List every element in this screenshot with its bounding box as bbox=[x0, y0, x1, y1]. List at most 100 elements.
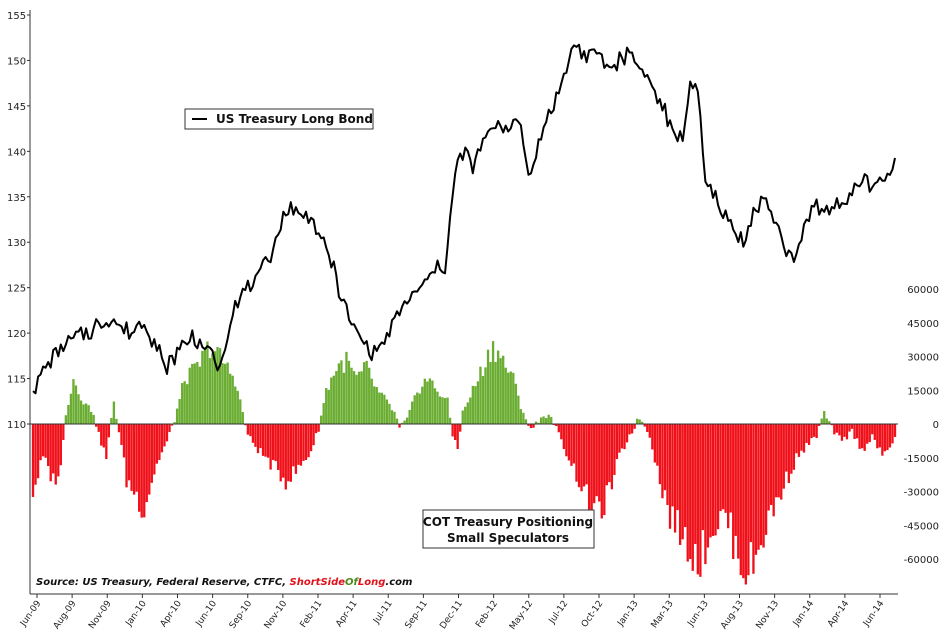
cot-annotation: COT Treasury Positioning Small Speculato… bbox=[422, 509, 595, 549]
cot-bar bbox=[110, 417, 113, 424]
x-tick-label: Apr-10 bbox=[159, 599, 184, 629]
cot-bar bbox=[496, 350, 500, 424]
cot-bar bbox=[436, 391, 439, 424]
cot-bar bbox=[320, 415, 323, 424]
cot-bar bbox=[431, 380, 434, 424]
cot-bar bbox=[623, 424, 626, 450]
cot-bar bbox=[368, 367, 371, 424]
cot-bar bbox=[41, 424, 45, 457]
cot-bar bbox=[378, 392, 381, 424]
cot-bar bbox=[49, 424, 52, 482]
cot-bar bbox=[820, 418, 823, 424]
cot-bar bbox=[279, 424, 282, 482]
x-tick-label: May-12 bbox=[508, 599, 535, 632]
cot-bar bbox=[383, 394, 386, 424]
source-brand-2: Of bbox=[345, 577, 360, 588]
cot-bar bbox=[289, 424, 292, 482]
cot-bar bbox=[716, 424, 720, 530]
cot-bar bbox=[229, 373, 232, 424]
cot-bar bbox=[785, 424, 788, 472]
cot-bar bbox=[466, 402, 469, 424]
cot-bar bbox=[848, 424, 851, 432]
cot-bar bbox=[143, 424, 146, 518]
cot-bar bbox=[840, 424, 844, 441]
cot-bar bbox=[764, 424, 768, 535]
cot-bar bbox=[489, 362, 492, 424]
cot-bar bbox=[646, 424, 649, 433]
cot-bar bbox=[191, 363, 194, 424]
cot-bar bbox=[221, 363, 224, 424]
cot-bar bbox=[727, 424, 730, 529]
cot-bar bbox=[416, 392, 419, 424]
cot-bar bbox=[100, 424, 103, 446]
left-tick-label: 145 bbox=[7, 102, 26, 113]
cot-bar bbox=[499, 358, 502, 424]
cot-bar bbox=[567, 424, 571, 461]
cot-bar bbox=[246, 424, 250, 435]
cot-bar bbox=[711, 424, 715, 536]
cot-bar bbox=[148, 424, 151, 495]
legend-label: US Treasury Long Bond bbox=[216, 112, 373, 126]
source-suffix: .com bbox=[385, 577, 412, 588]
cot-bar bbox=[342, 372, 346, 424]
x-tick-label: Oct-12 bbox=[580, 599, 606, 630]
cot-bar bbox=[666, 424, 669, 505]
cot-bar bbox=[362, 362, 366, 424]
cot-bar bbox=[231, 375, 234, 424]
cot-bar bbox=[795, 424, 798, 454]
x-tick-label: Apr-14 bbox=[826, 599, 851, 629]
cot-bar bbox=[155, 424, 159, 464]
cot-bar bbox=[618, 424, 621, 453]
cot-bar bbox=[625, 424, 629, 443]
cot-bar bbox=[186, 384, 189, 424]
cot-bar bbox=[175, 408, 179, 424]
cot-bar bbox=[545, 418, 548, 424]
source-note: Source: US Treasury, Federal Reserve, CT… bbox=[36, 577, 412, 588]
cot-bar bbox=[117, 424, 121, 433]
cot-bar bbox=[390, 410, 394, 424]
cot-bar bbox=[256, 424, 260, 454]
cot-bar bbox=[721, 424, 725, 510]
cot-bar bbox=[355, 374, 358, 424]
x-tick-label: Jul-11 bbox=[371, 599, 394, 626]
cot-bar bbox=[868, 424, 871, 443]
cot-bar bbox=[208, 358, 212, 424]
cot-bar bbox=[274, 424, 277, 462]
cot-bar bbox=[479, 366, 482, 424]
cot-bar bbox=[701, 424, 705, 531]
cot-bar bbox=[739, 424, 742, 576]
cot-bar bbox=[433, 388, 437, 424]
cot-bar bbox=[469, 397, 472, 424]
cot-bar bbox=[385, 399, 389, 424]
cot-bar bbox=[284, 424, 287, 490]
cot-bar bbox=[266, 424, 270, 458]
cot-bar bbox=[744, 424, 748, 585]
cot-bar bbox=[678, 424, 682, 545]
cot-bar bbox=[428, 378, 432, 424]
cot-bar bbox=[542, 416, 545, 424]
right-tick-label: 15000 bbox=[907, 386, 939, 397]
cot-bar bbox=[633, 424, 636, 429]
cot-bar bbox=[72, 379, 75, 424]
cot-bar bbox=[261, 424, 265, 456]
cot-bar bbox=[615, 424, 619, 460]
cot-bar bbox=[620, 424, 624, 449]
x-axis-ticks: Jun-09 Aug-09 Nov-09 Jan-10 Apr-10 Jun-10 Sep-… bbox=[18, 594, 887, 632]
cot-bar bbox=[153, 424, 156, 475]
x-tick-label: Jul-12 bbox=[547, 599, 570, 626]
cot-bar bbox=[426, 381, 429, 424]
x-tick-label: Jun-13 bbox=[686, 599, 711, 629]
cot-bar bbox=[69, 393, 73, 424]
cot-bar bbox=[64, 415, 68, 424]
cot-bar bbox=[853, 424, 856, 440]
cot-bar bbox=[825, 418, 828, 424]
cot-bar bbox=[668, 424, 672, 529]
cot-bar bbox=[168, 424, 171, 433]
cot-bar bbox=[507, 372, 510, 424]
cot-bar bbox=[330, 377, 333, 424]
cot-bar bbox=[203, 347, 207, 424]
cot-bar bbox=[67, 404, 70, 424]
cot-bar bbox=[555, 424, 558, 427]
cot-bar bbox=[105, 424, 108, 460]
cot-bar bbox=[481, 376, 485, 424]
